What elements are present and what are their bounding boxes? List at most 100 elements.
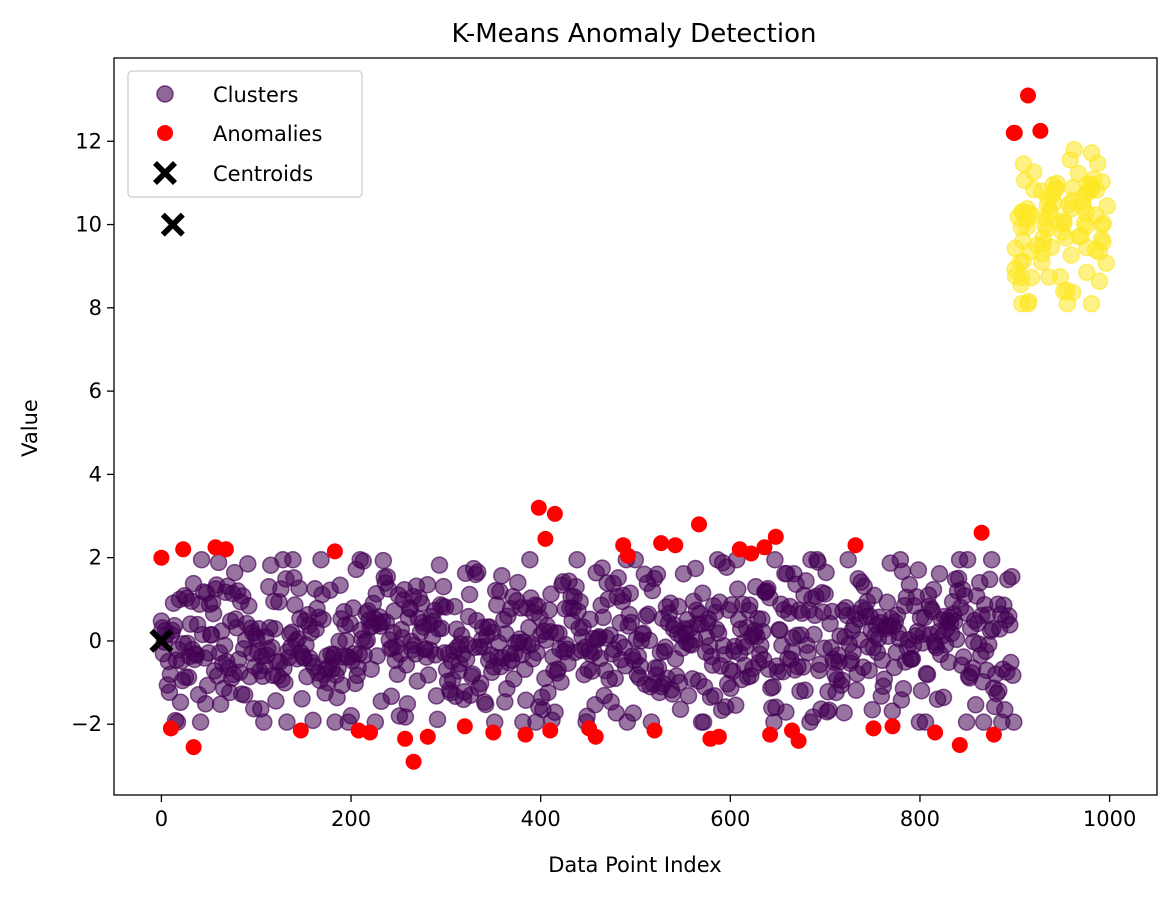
x-axis: 0 200 400 600 800 1000 (155, 795, 1136, 831)
cluster-0-point (509, 573, 527, 592)
cluster-1-point (1082, 294, 1101, 313)
anomaly-point (691, 516, 707, 533)
cluster-0-point (671, 700, 690, 719)
cluster-0-point (521, 550, 539, 569)
anomaly-point (537, 530, 554, 547)
cluster-0-point (255, 713, 273, 731)
cluster-0-point (1004, 666, 1022, 685)
cluster-1-point (1054, 282, 1073, 301)
cluster-1-point (1064, 179, 1082, 197)
cluster-0-point (741, 596, 759, 614)
cluster-0-point (648, 565, 667, 584)
x-axis-label: Data Point Index (548, 853, 721, 877)
cluster-0-point (966, 696, 985, 714)
anomaly-point (667, 537, 684, 554)
anomaly-point (185, 739, 202, 756)
cluster-0-point (894, 679, 913, 698)
cluster-1-point (1062, 246, 1080, 264)
cluster-0-point (240, 597, 258, 615)
legend-marker-clusters (156, 85, 174, 103)
cluster-0-point (382, 687, 401, 706)
cluster-1-point (1098, 197, 1116, 215)
cluster-1-point (1070, 227, 1088, 246)
cluster-1-point (1087, 181, 1106, 199)
cluster-1-point (1078, 263, 1096, 282)
y-tick-label: 4 (89, 462, 102, 486)
cluster-0-point (314, 610, 332, 629)
anomaly-point (767, 528, 784, 545)
anomaly-point (397, 730, 414, 747)
cluster-0-point (777, 703, 795, 721)
cluster-1-point (1059, 195, 1078, 214)
cluster-0-point (609, 569, 627, 587)
anomaly-point (927, 724, 944, 741)
cluster-0-point (799, 644, 817, 662)
cluster-1-point (1047, 179, 1066, 197)
cluster-1-point (1019, 294, 1037, 313)
cluster-0-point (912, 681, 931, 700)
anomaly-point (162, 720, 179, 737)
cluster-0-point (990, 681, 1008, 700)
cluster-0-point (875, 670, 894, 688)
y-axis: −2 0 2 4 6 8 10 12 (71, 129, 114, 736)
legend-marker-centroids (153, 161, 177, 185)
anomaly-point (762, 726, 779, 743)
anomaly-point (619, 547, 636, 564)
anomaly-point (485, 724, 502, 741)
anomaly-point (646, 722, 663, 739)
cluster-0-point (412, 594, 431, 612)
cluster-0-point (705, 687, 724, 705)
cluster-0-point (835, 703, 853, 722)
cluster-0-point (766, 550, 784, 569)
anomaly-point (326, 543, 343, 560)
cluster-0-point (267, 692, 285, 710)
anomaly-point (292, 722, 309, 739)
cluster-0-point (460, 585, 479, 604)
anomaly-point (973, 524, 990, 541)
cluster-0-point (924, 580, 943, 599)
anomaly-point (530, 499, 547, 516)
cluster-0-point (728, 580, 747, 598)
anomaly-point (985, 726, 1002, 743)
cluster-0-point (656, 638, 675, 657)
legend-marker-anomalies (157, 125, 173, 141)
x-tick-label: 400 (521, 807, 561, 831)
cluster-0-point (820, 701, 838, 719)
plot-area (113, 57, 1158, 796)
cluster-0-point (1003, 567, 1021, 586)
cluster-0-point (817, 563, 835, 582)
anomaly-point (587, 728, 604, 745)
cluster-0-point (974, 713, 993, 731)
cluster-0-point (432, 619, 451, 638)
anomaly-point (546, 505, 563, 522)
cluster-0-point (878, 593, 897, 612)
cluster-0-point (571, 592, 589, 611)
cluster-0-point (468, 563, 487, 581)
cluster-0-point (980, 570, 999, 589)
cluster-0-point (374, 551, 393, 570)
legend: Clusters Anomalies Centroids (127, 70, 363, 198)
cluster-0-point (863, 700, 882, 719)
cluster-0-point (982, 550, 1001, 569)
centroid-marker (149, 628, 174, 653)
cluster-0-point (540, 601, 558, 619)
cluster-0-point (471, 674, 490, 693)
cluster-0-point (552, 673, 570, 691)
cluster-0-point (419, 666, 438, 684)
anomaly-point (175, 541, 192, 558)
cluster-0-point (191, 713, 210, 731)
cluster-0-point (568, 550, 586, 569)
cluster-0-point (276, 674, 294, 692)
x-tick-label: 200 (331, 807, 371, 831)
legend-label-centroids: Centroids (213, 162, 313, 186)
anomaly-point (884, 718, 901, 735)
cluster-0-point (1005, 713, 1023, 731)
cluster-0-point (293, 690, 311, 708)
cluster-0-point (607, 704, 625, 722)
cluster-0-point (312, 550, 330, 569)
cluster-1-point (1018, 211, 1036, 229)
cluster-0-point (797, 572, 815, 590)
cluster-1-point (1014, 155, 1033, 173)
cluster-0-point (693, 584, 712, 602)
